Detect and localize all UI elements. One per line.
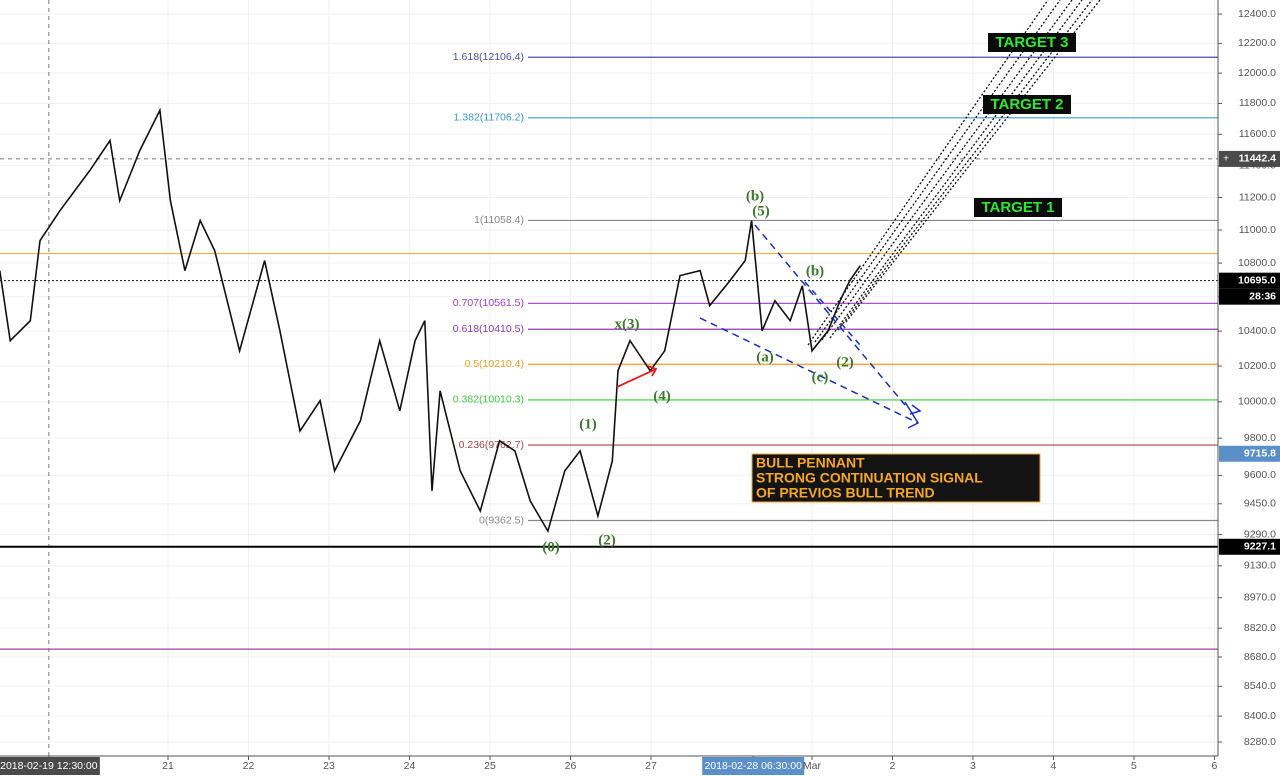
fib-label: 0.5(10210.4) [464, 358, 524, 370]
x-tick-label: 2018-02-28 06:30:00 [704, 760, 802, 772]
x-tick-label: 25 [484, 760, 496, 772]
pennant-upper [754, 224, 906, 406]
x-tick-label: 27 [645, 760, 657, 772]
x-tick-highlight [702, 757, 805, 775]
y-tick-label: 12400.0 [1238, 8, 1276, 20]
y-tick-label: 10800.0 [1238, 257, 1276, 269]
wave-label: (1) [579, 416, 597, 432]
x-tick-label: 2018-02-19 12:30:00 [0, 760, 98, 772]
fib-label: 0(9362.5) [479, 514, 524, 526]
x-tick-label: 5 [1131, 760, 1137, 772]
note-line: STRONG CONTINUATION SIGNAL [756, 470, 983, 486]
crosshair-plus: + [1223, 153, 1229, 165]
price-tag-label: 9227.1 [1244, 541, 1276, 553]
countdown-tag [1219, 288, 1280, 305]
y-tick-label: 8680.0 [1244, 651, 1276, 663]
price-tag [1219, 150, 1280, 167]
target-label: TARGET 1 [981, 199, 1054, 216]
price-line [0, 107, 861, 534]
price [0, 107, 861, 534]
y-tick-label: 9290.0 [1244, 528, 1276, 540]
target-box [974, 198, 1062, 217]
fib-label: 0.707(10561.5) [453, 297, 524, 309]
target-label: TARGET 3 [995, 34, 1068, 51]
y-tick-label: 12200.0 [1238, 37, 1276, 49]
fib-label: 0.382(10010.3) [453, 394, 524, 406]
drawings [616, 0, 1101, 429]
x-tick-label: 21 [162, 760, 174, 772]
y-tick-label: 9130.0 [1244, 560, 1276, 572]
fib-label: 1.382(11706.2) [454, 112, 524, 124]
price-tag-label: 11442.4 [1239, 153, 1277, 165]
wave-label: (2) [836, 354, 854, 370]
levels: 1.618(12106.4) 1.382(11706.2) 1(11058.4) 0.… [0, 51, 1218, 650]
y-tick-label: 11000.0 [1239, 224, 1276, 236]
y-tick-label: 10400.0 [1238, 325, 1276, 337]
price-tag [1219, 538, 1280, 555]
pennant-lower [699, 317, 919, 424]
wave-label: (b) [746, 188, 764, 204]
pennant-inner [804, 281, 861, 346]
target-box [983, 95, 1071, 114]
wave-label: (b) [806, 263, 824, 279]
price-tag-label: 9715.8 [1244, 448, 1276, 460]
price-tag [1219, 445, 1280, 462]
wave-label: (4) [653, 388, 671, 404]
y-tick-label: 9450.0 [1244, 498, 1276, 510]
grid [0, 0, 1218, 756]
y-tick-label: 9800.0 [1244, 432, 1276, 444]
x-tick-label: 6 [1212, 760, 1218, 772]
y-tick-label: 11800.0 [1239, 97, 1276, 109]
x-tick-label: 4 [1051, 760, 1057, 772]
red-arrow [616, 368, 657, 388]
y-tick-label: 8820.0 [1244, 622, 1276, 634]
axis-labels: 12400.012200.012000.011800.011600.011400… [0, 8, 1280, 775]
arrow-head [909, 404, 922, 415]
arrow-head [904, 401, 920, 429]
y-tick-label: 8540.0 [1244, 680, 1276, 692]
y-tick-label: 8280.0 [1244, 736, 1276, 748]
red-arrow-head [647, 365, 658, 377]
fib-label: 0.618(10410.5) [453, 323, 524, 335]
x-tick-label: Mar [803, 760, 822, 772]
wave-label: (a) [756, 349, 774, 365]
countdown: 28:36 [1249, 290, 1276, 302]
price-tag [1219, 272, 1280, 289]
y-tick-label: 9600.0 [1244, 469, 1276, 481]
wave-label: (0) [542, 539, 560, 555]
y-tick-label: 11600.0 [1239, 128, 1276, 140]
target-label: TARGET 2 [990, 96, 1063, 113]
fib-label: 1.618(12106.4) [453, 51, 524, 63]
x-tick-label: 24 [404, 760, 416, 772]
wave-label: (2) [598, 532, 616, 548]
x-tick-label: 23 [323, 760, 335, 772]
wave-label: x(3) [615, 316, 640, 332]
x-tick-label: 22 [243, 760, 255, 772]
fib-label: 1(11058.4) [474, 214, 524, 226]
x-tick-label: 2 [890, 760, 896, 772]
y-tick-label: 10000.0 [1238, 396, 1276, 408]
wave-label: (5) [752, 203, 770, 219]
y-tick-label: 12000.0 [1238, 67, 1276, 79]
target-box [988, 33, 1076, 52]
x-tick-label: 3 [970, 760, 976, 772]
note-line: BULL PENNANT [756, 455, 865, 471]
price-tag-label: 10695.0 [1238, 274, 1276, 286]
y-tick-label: 11200.0 [1239, 191, 1276, 203]
price-axis [1218, 0, 1280, 776]
time-axis [0, 756, 1280, 776]
wave-label: (c) [812, 369, 829, 385]
channel [807, 0, 1101, 346]
y-tick-label: 8400.0 [1244, 710, 1276, 722]
note-box [751, 453, 1041, 503]
fib-label: 0.236(9762.7) [459, 439, 524, 451]
x-tick-highlight [0, 757, 100, 775]
y-tick-label: 10200.0 [1238, 360, 1276, 372]
x-tick-label: 26 [565, 760, 577, 772]
note-line: OF PREVIOS BULL TREND [756, 485, 935, 501]
y-tick-label: 8970.0 [1244, 592, 1276, 604]
